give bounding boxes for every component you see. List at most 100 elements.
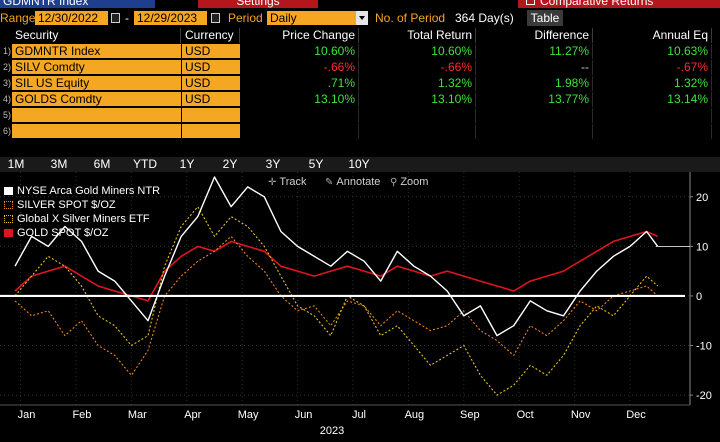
legend-swatch [4, 229, 13, 237]
currency-cell[interactable]: USD [182, 44, 240, 59]
price-change-cell: -.66% [241, 60, 359, 75]
annual-eq-cell: 13.14% [594, 92, 712, 107]
x-tick-label: Nov [571, 409, 591, 421]
export-icon [526, 0, 535, 5]
total-return-cell [360, 108, 476, 123]
settings-button[interactable]: Settings [198, 0, 318, 8]
x-tick-label: Sep [460, 409, 480, 421]
security-cell[interactable] [12, 124, 181, 139]
end-date-input[interactable]: 12/29/2023 [134, 11, 207, 25]
security-cell[interactable]: SILV Comdty [12, 60, 181, 75]
y-tick-label: 20 [696, 192, 708, 204]
x-axis-label: 2023 [320, 425, 344, 437]
table-row[interactable]: 2) SILV Comdty USD -.66% -.66% -- -.67% [0, 60, 720, 76]
currency-cell[interactable]: USD [182, 60, 240, 75]
period-button-2y[interactable]: 2Y [222, 157, 238, 171]
period-button-1m[interactable]: 1M [7, 157, 25, 171]
table-row[interactable]: 6) [0, 124, 720, 140]
difference-cell: 13.77% [477, 92, 593, 107]
currency-cell[interactable]: USD [182, 76, 240, 91]
legend-label: SILVER SPOT $/OZ [17, 199, 116, 211]
range-bar: Range 12/30/2022 - 12/29/2023 Period Dai… [0, 9, 720, 27]
series-line [14, 235, 659, 376]
range-label: Range [0, 11, 36, 25]
pencil-icon: ✎ [325, 177, 334, 188]
total-return-cell: 1.32% [360, 76, 476, 91]
crosshair-icon: ✛ [268, 177, 277, 188]
period-button-10y[interactable]: 10Y [348, 157, 370, 171]
magnifier-icon: ⚲ [390, 177, 398, 188]
total-return-cell [360, 124, 476, 139]
price-change-cell: 10.60% [241, 44, 359, 59]
table-row[interactable]: 1) GDMNTR Index USD 10.60% 10.60% 11.27% 10.63… [0, 44, 720, 60]
price-change-cell [241, 124, 359, 139]
chart-area: 20 10 0 -10 -20 Jan Feb Mar Apr May Jun Jul Aug Sep Oc… [0, 172, 720, 442]
legend-swatch [4, 215, 13, 223]
row-number: 5) [2, 110, 11, 120]
security-cell[interactable] [12, 108, 181, 123]
x-tick-label: Dec [626, 409, 646, 421]
currency-cell[interactable] [182, 124, 240, 139]
difference-cell: 1.98% [477, 76, 593, 91]
period-button-6m[interactable]: 6M [93, 157, 111, 171]
series-line [14, 230, 659, 302]
table-row[interactable]: 3) SIL US Equity USD .71% 1.32% 1.98% 1.32% [0, 76, 720, 92]
difference-cell [477, 124, 593, 139]
comparative-returns-label: Comparative Returns [540, 0, 654, 8]
track-tool[interactable]: ✛ Track [268, 175, 306, 189]
security-cell[interactable]: GDMNTR Index [12, 44, 181, 59]
num-periods-value: 364 Day(s) [455, 11, 514, 25]
table-button[interactable]: Table [527, 10, 563, 26]
currency-cell[interactable] [182, 108, 240, 123]
x-tick-label: Jun [295, 409, 313, 421]
price-change-cell: .71% [241, 76, 359, 91]
table-header: Security Currency Price Change Total Ret… [0, 28, 720, 44]
period-button-5y[interactable]: 5Y [308, 157, 324, 171]
top-strip: GDMNTR Index Settings Comparative Return… [0, 0, 720, 8]
security-cell[interactable]: SIL US Equity [12, 76, 181, 91]
header-annual-eq[interactable]: Annual Eq [594, 28, 712, 43]
price-change-cell: 13.10% [241, 92, 359, 107]
header-total-return[interactable]: Total Return [360, 28, 476, 43]
row-number: 2) [2, 62, 11, 72]
x-tick-label: May [238, 409, 259, 421]
x-tick-label: Jan [18, 409, 36, 421]
period-button-3y[interactable]: 3Y [265, 157, 281, 171]
row-number: 3) [2, 78, 11, 88]
ticker-input[interactable]: GDMNTR Index [0, 0, 155, 8]
y-tick-label: 10 [696, 241, 708, 253]
calendar-icon[interactable] [111, 13, 120, 23]
comparative-returns-chart[interactable]: 20 10 0 -10 -20 Jan Feb Mar Apr May Jun Jul Aug Sep Oc… [0, 172, 720, 442]
legend-label: NYSE Arca Gold Miners NTR [17, 185, 161, 197]
period-bar: 1M 3M 6M YTD 1Y 2Y 3Y 5Y 10Y [0, 157, 720, 172]
calendar-icon[interactable] [211, 13, 220, 23]
header-price-change[interactable]: Price Change [241, 28, 359, 43]
difference-cell: 11.27% [477, 44, 593, 59]
annual-eq-cell [594, 124, 712, 139]
currency-cell[interactable]: USD [182, 92, 240, 107]
zoom-label: Zoom [400, 176, 429, 188]
header-security[interactable]: Security [12, 28, 181, 43]
period-button-3m[interactable]: 3M [50, 157, 68, 171]
comparative-returns-button[interactable]: Comparative Returns [518, 0, 720, 8]
legend-label: Global X Silver Miners ETF [17, 213, 150, 225]
header-currency[interactable]: Currency [182, 28, 240, 43]
row-number: 4) [2, 94, 11, 104]
price-change-cell [241, 108, 359, 123]
y-tick-label: -20 [696, 390, 712, 402]
num-periods-label: No. of Period [375, 11, 446, 25]
period-button-ytd[interactable]: YTD [133, 157, 157, 171]
zoom-tool[interactable]: ⚲ Zoom [390, 175, 428, 189]
chevron-down-icon[interactable] [356, 11, 368, 25]
y-tick-label: 0 [696, 291, 702, 303]
table-row[interactable]: 5) [0, 108, 720, 124]
period-select[interactable]: Daily [267, 11, 357, 25]
period-button-1y[interactable]: 1Y [179, 157, 195, 171]
start-date-input[interactable]: 12/30/2022 [35, 11, 108, 25]
legend-swatch [4, 201, 13, 209]
annotate-tool[interactable]: ✎ Annotate [325, 175, 380, 189]
table-row[interactable]: 4) GOLDS Comdty USD 13.10% 13.10% 13.77% 13.14… [0, 92, 720, 108]
header-difference[interactable]: Difference [477, 28, 593, 43]
security-cell[interactable]: GOLDS Comdty [12, 92, 181, 107]
difference-cell [477, 108, 593, 123]
